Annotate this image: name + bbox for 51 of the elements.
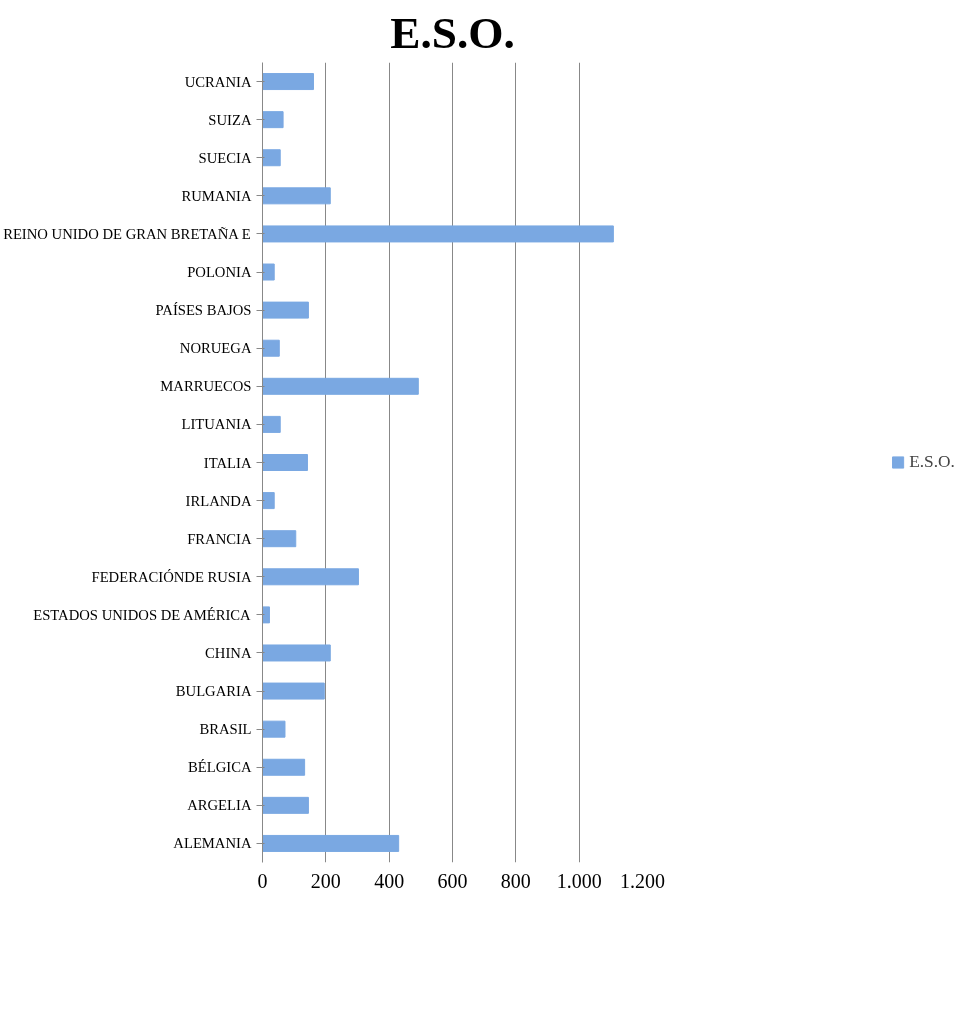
y-tick-label: ESTADOS UNIDOS DE AMÉRICA [33, 606, 252, 623]
chart-title: E.S.O. [390, 7, 515, 58]
bar [262, 606, 270, 624]
y-tick-label: BULGARIA [175, 683, 252, 700]
bar [262, 111, 284, 129]
bar [262, 73, 314, 91]
bar [262, 492, 275, 510]
bar [262, 720, 286, 738]
bar [262, 263, 275, 281]
x-tick-label: 800 [500, 869, 531, 892]
bar [262, 225, 614, 243]
legend-label: E.S.O. [909, 452, 955, 472]
y-tick-label: LITUANIA [181, 416, 252, 433]
bar [262, 149, 281, 167]
y-tick-label: MARRUECOS [160, 378, 252, 395]
y-tick-label: SUIZA [208, 111, 252, 128]
y-tick-label: BRASIL [199, 721, 252, 738]
y-tick-label: SUECIA [198, 149, 252, 166]
bar [262, 568, 359, 586]
y-tick-label: CHINA [205, 644, 252, 661]
bar [262, 796, 309, 814]
y-tick-label: RUMANIA [181, 187, 252, 204]
bar [262, 377, 419, 395]
y-tick-label: REINO UNIDO DE GRAN BRETAÑA E [3, 225, 251, 242]
y-tick-label: ARGELIA [187, 797, 252, 814]
y-tick-label: UCRANIA [184, 73, 252, 90]
bar [262, 187, 331, 205]
bar [262, 454, 308, 471]
x-tick-label: 0 [257, 869, 268, 892]
bar [262, 644, 331, 662]
x-tick-label: 600 [437, 869, 468, 892]
x-tick-label: 1.000 [556, 869, 602, 892]
bar [262, 834, 400, 852]
y-tick-label: ALEMANIA [173, 835, 252, 852]
bar [262, 301, 309, 319]
bar [262, 339, 280, 357]
y-tick-label: FEDERACIÓNDE RUSIA [91, 568, 252, 585]
y-tick-label: PAÍSES BAJOS [155, 302, 252, 319]
x-tick-label: 1.200 [620, 869, 665, 892]
y-tick-label: IRLANDA [185, 492, 252, 509]
bar [262, 415, 281, 433]
x-tick-label: 400 [374, 869, 405, 892]
y-tick-label: BÉLGICA [187, 759, 252, 776]
bar [262, 530, 297, 548]
y-tick-label: FRANCIA [187, 530, 252, 547]
bar [262, 758, 306, 776]
y-tick-label: POLONIA [187, 264, 252, 281]
bar [262, 682, 325, 700]
y-tick-label: NORUEGA [179, 340, 252, 357]
x-tick-label: 200 [310, 869, 341, 892]
y-tick-label: ITALIA [203, 454, 252, 471]
